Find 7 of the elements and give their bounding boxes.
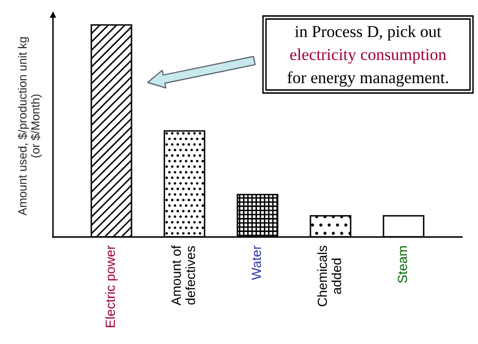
x-tick-label: Steam (398, 246, 408, 283)
x-tick-label: Electric power (105, 246, 118, 328)
x-tick-label: Chemicals added (317, 246, 342, 306)
x-tick-label: Amount of defectives (171, 245, 196, 306)
x-tick-label: Water (252, 246, 262, 280)
y-axis-title: Amount used, $/production unit kg (or $/Month) (18, 37, 42, 216)
annotation: in Process D, pick out electricity consumption for energy management. (287, 25, 448, 87)
